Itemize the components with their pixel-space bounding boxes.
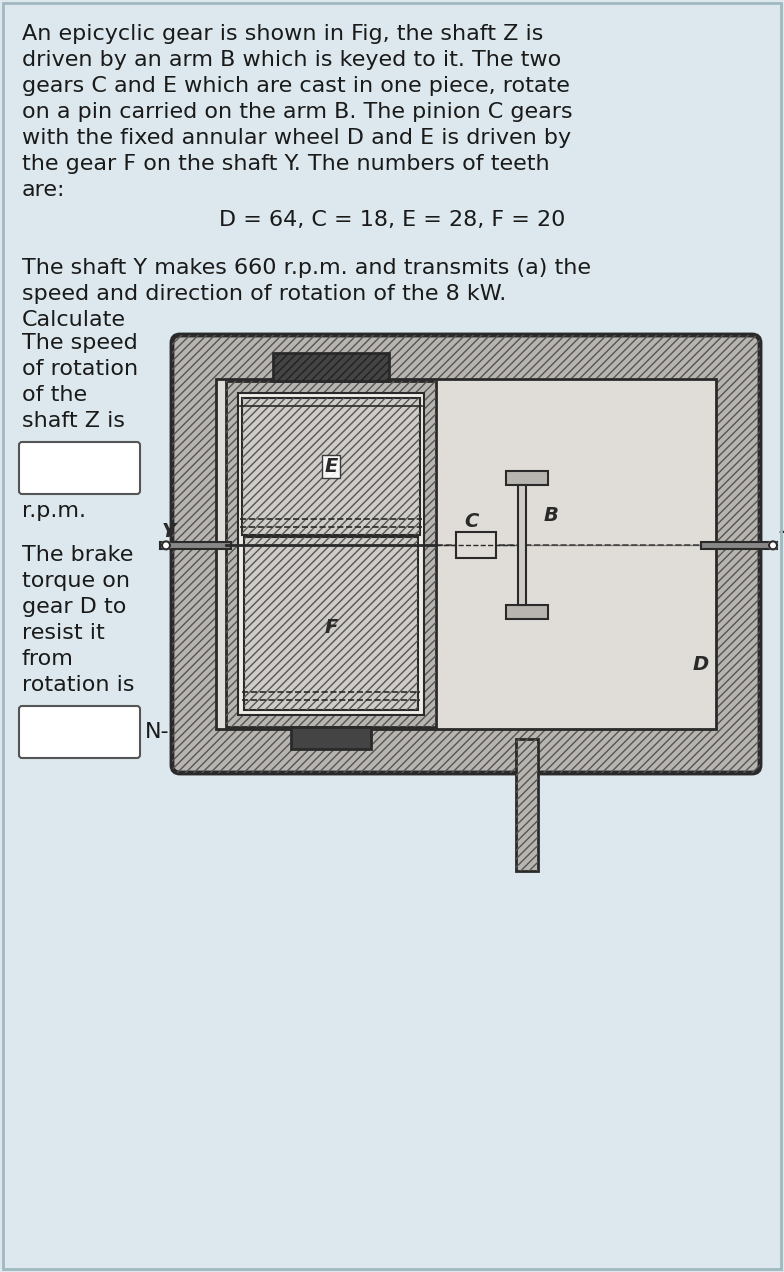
Bar (238, 393, 424, 715)
Text: speed and direction of rotation of the 8 kW.: speed and direction of rotation of the 8… (22, 284, 506, 304)
FancyBboxPatch shape (19, 706, 140, 758)
Text: r.p.m.: r.p.m. (22, 501, 86, 522)
Text: driven by an arm B which is keyed to it. The two: driven by an arm B which is keyed to it.… (22, 50, 561, 70)
Text: An epicyclic gear is shown in Fig, the shaft Z is: An epicyclic gear is shown in Fig, the s… (22, 24, 543, 45)
Bar (244, 537, 418, 710)
Bar (506, 605, 548, 619)
Text: The speed: The speed (22, 333, 138, 354)
Bar (226, 382, 436, 728)
Text: of rotation: of rotation (22, 359, 138, 379)
Bar (242, 398, 420, 534)
FancyBboxPatch shape (172, 335, 760, 773)
Text: are:: are: (22, 181, 66, 200)
Text: from: from (22, 649, 74, 669)
Text: Y: Y (162, 523, 176, 542)
Bar (516, 739, 538, 871)
Bar (274, 354, 389, 382)
Text: on a pin carried on the arm B. The pinion C gears: on a pin carried on the arm B. The pinio… (22, 102, 572, 122)
Bar (244, 537, 418, 710)
Bar (291, 728, 371, 749)
Text: shaft Z is: shaft Z is (22, 411, 125, 431)
Text: gear D to: gear D to (22, 597, 126, 617)
Text: D: D (693, 655, 709, 674)
Text: gears C and E which are cast in one piece, rotate: gears C and E which are cast in one piec… (22, 76, 570, 95)
Text: The shaft Y makes 660 r.p.m. and transmits (a) the: The shaft Y makes 660 r.p.m. and transmi… (22, 258, 591, 279)
Bar (518, 486, 526, 605)
Text: C: C (464, 513, 478, 532)
Bar (216, 379, 716, 729)
Text: with the fixed annular wheel D and E is driven by: with the fixed annular wheel D and E is … (22, 128, 571, 148)
Text: -Z: -Z (779, 523, 784, 542)
Bar (516, 739, 538, 871)
Text: resist it: resist it (22, 623, 105, 644)
Text: torque on: torque on (22, 571, 130, 591)
Text: The brake: The brake (22, 544, 133, 565)
Text: B: B (544, 506, 559, 525)
Text: rotation is: rotation is (22, 675, 135, 695)
Text: the gear F on the shaft Y. The numbers of teeth: the gear F on the shaft Y. The numbers o… (22, 154, 550, 174)
Bar (456, 533, 496, 558)
Text: Calculate: Calculate (22, 310, 126, 329)
Circle shape (162, 542, 170, 550)
Text: N-m: N-m (145, 722, 191, 742)
Bar (701, 542, 777, 548)
Text: D = 64, C = 18, E = 28, F = 20: D = 64, C = 18, E = 28, F = 20 (219, 210, 565, 230)
Bar (274, 354, 389, 382)
Text: F: F (325, 618, 338, 637)
Text: of the: of the (22, 385, 87, 404)
FancyBboxPatch shape (19, 441, 140, 494)
Bar (506, 472, 548, 486)
Bar (242, 398, 420, 534)
Text: E: E (325, 457, 338, 476)
Bar (160, 542, 231, 548)
Circle shape (769, 542, 777, 550)
Bar (226, 382, 436, 728)
